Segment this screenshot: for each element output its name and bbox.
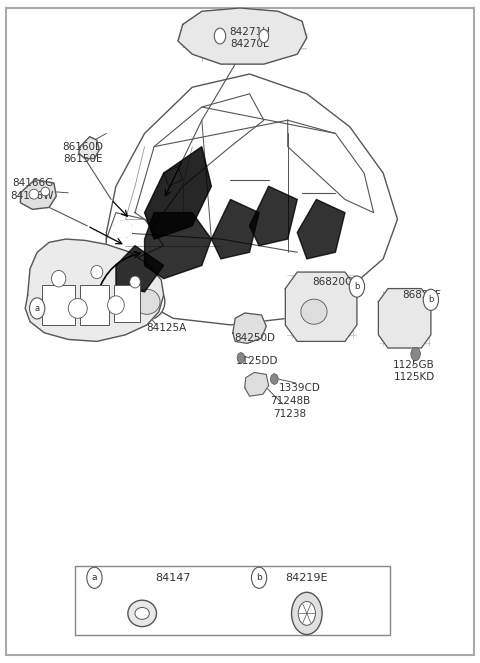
Circle shape — [411, 347, 420, 361]
Polygon shape — [144, 147, 211, 239]
Ellipse shape — [29, 189, 38, 199]
Polygon shape — [79, 137, 99, 158]
Text: 84250D: 84250D — [234, 333, 275, 343]
Circle shape — [423, 289, 439, 310]
Circle shape — [214, 28, 226, 44]
Text: 86820F: 86820F — [402, 290, 441, 300]
Text: 84147: 84147 — [156, 586, 191, 596]
Circle shape — [298, 601, 315, 625]
Polygon shape — [144, 213, 211, 278]
Polygon shape — [21, 180, 56, 210]
Bar — [42, 285, 75, 325]
Text: 84271H
84270L: 84271H 84270L — [229, 27, 270, 49]
Bar — [114, 285, 140, 322]
Ellipse shape — [91, 265, 103, 278]
Circle shape — [291, 592, 322, 634]
Ellipse shape — [51, 271, 66, 287]
Circle shape — [259, 29, 269, 42]
Text: 84147: 84147 — [156, 573, 191, 583]
Ellipse shape — [129, 284, 165, 320]
Text: a: a — [35, 304, 40, 313]
Ellipse shape — [301, 299, 327, 324]
Text: 84120: 84120 — [40, 297, 73, 307]
Ellipse shape — [68, 298, 87, 318]
Polygon shape — [285, 272, 357, 341]
Text: b: b — [256, 573, 262, 582]
Polygon shape — [164, 166, 183, 186]
Ellipse shape — [128, 600, 156, 627]
Bar — [80, 285, 109, 325]
Ellipse shape — [135, 607, 149, 619]
Ellipse shape — [130, 276, 140, 288]
Circle shape — [237, 353, 245, 363]
Ellipse shape — [134, 289, 160, 314]
Polygon shape — [245, 373, 269, 396]
Text: 1125DD: 1125DD — [236, 356, 278, 366]
Text: 86160D
86150E: 86160D 86150E — [62, 142, 103, 164]
Polygon shape — [378, 288, 431, 348]
Text: b: b — [354, 282, 360, 291]
Text: 84219E: 84219E — [286, 573, 328, 583]
Text: 84125A: 84125A — [146, 323, 186, 333]
Polygon shape — [250, 186, 297, 246]
Ellipse shape — [41, 187, 49, 196]
Polygon shape — [25, 239, 164, 341]
Polygon shape — [297, 200, 345, 259]
Polygon shape — [178, 8, 307, 64]
Ellipse shape — [296, 294, 332, 330]
Circle shape — [349, 276, 364, 297]
Circle shape — [271, 374, 278, 385]
Polygon shape — [233, 313, 266, 343]
Circle shape — [87, 568, 102, 588]
Circle shape — [30, 298, 45, 319]
Text: 1339CD: 1339CD — [279, 383, 321, 392]
Text: 71248B
71238: 71248B 71238 — [270, 396, 310, 418]
Ellipse shape — [114, 221, 132, 237]
Text: 1125GB
1125KD: 1125GB 1125KD — [393, 360, 435, 383]
Text: b: b — [428, 295, 433, 304]
Text: 86820G: 86820G — [312, 277, 354, 287]
Text: 84219E: 84219E — [281, 586, 324, 596]
Ellipse shape — [108, 296, 124, 314]
Polygon shape — [211, 200, 259, 259]
Text: a: a — [92, 573, 97, 582]
FancyBboxPatch shape — [75, 566, 390, 635]
Text: 84166G
84156W: 84166G 84156W — [11, 178, 54, 201]
Polygon shape — [288, 120, 373, 213]
Polygon shape — [116, 246, 164, 292]
Circle shape — [252, 568, 267, 588]
Polygon shape — [135, 94, 264, 226]
